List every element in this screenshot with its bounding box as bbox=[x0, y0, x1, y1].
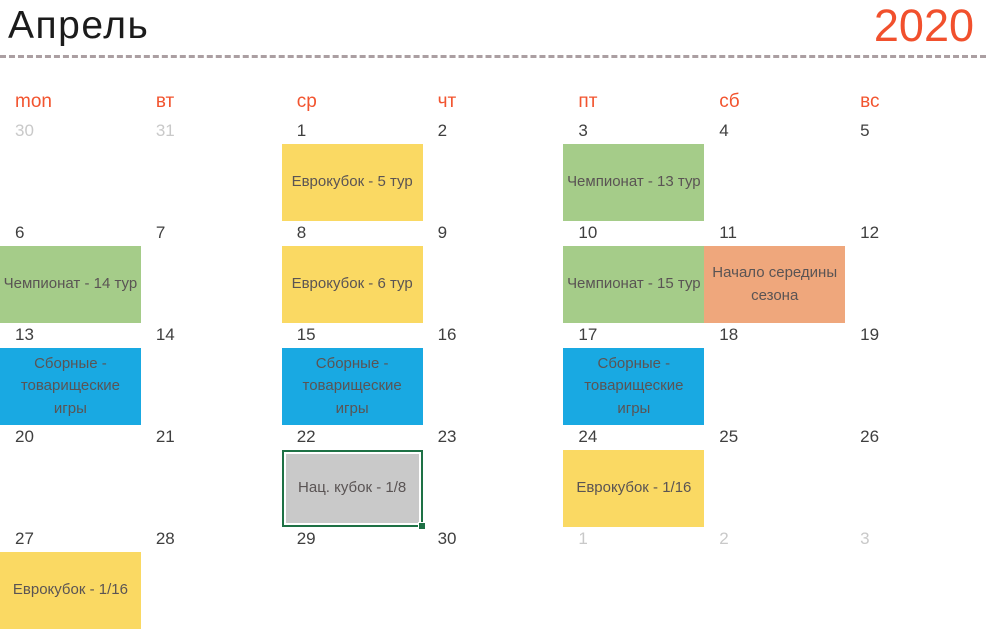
day-cell[interactable]: 17 Сборные - товарищеские игры bbox=[563, 325, 705, 427]
day-cell[interactable]: 27 Еврокубок - 1/16 bbox=[0, 529, 141, 631]
day-cell[interactable]: 10 Чемпионат - 15 тур bbox=[563, 223, 705, 325]
date-number: 29 bbox=[296, 529, 316, 548]
day-cell[interactable]: 25 bbox=[704, 427, 845, 529]
date-number: 25 bbox=[719, 427, 739, 446]
weekday-label-fri: пт bbox=[578, 91, 598, 112]
event-block[interactable]: Еврокубок - 1/16 bbox=[563, 450, 705, 527]
date-number: 6 bbox=[15, 223, 25, 242]
event-block[interactable]: Сборные - товарищеские игры bbox=[281, 348, 423, 425]
date-number: 24 bbox=[578, 427, 598, 446]
event-block[interactable]: Начало середины сезона bbox=[704, 246, 846, 323]
day-cell[interactable]: 28 bbox=[141, 529, 282, 631]
day-cell[interactable]: 5 bbox=[845, 121, 986, 223]
event-block-selected[interactable]: Нац. кубок - 1/8 bbox=[281, 450, 426, 530]
calendar-grid: 30 31 1 Еврокубок - 5 тур 2 3 Чемпионат … bbox=[0, 121, 986, 631]
year-label: 2020 bbox=[873, 0, 974, 51]
date-number: 7 bbox=[155, 223, 166, 242]
day-cell[interactable]: 3 Чемпионат - 13 тур bbox=[563, 121, 705, 223]
event-block[interactable]: Еврокубок - 6 тур bbox=[281, 246, 423, 323]
event-block[interactable]: Сборные - товарищеские игры bbox=[0, 348, 141, 425]
day-cell[interactable]: 1 Еврокубок - 5 тур bbox=[281, 121, 423, 223]
day-cell[interactable]: 1 bbox=[563, 529, 704, 631]
day-cell[interactable]: 9 bbox=[423, 223, 564, 325]
page-title: Апрель bbox=[8, 4, 150, 47]
day-cell[interactable]: 4 bbox=[704, 121, 845, 223]
date-number: 17 bbox=[578, 325, 598, 344]
event-block[interactable]: Еврокубок - 1/16 bbox=[0, 552, 141, 629]
day-cell[interactable]: 23 bbox=[423, 427, 564, 529]
event-block[interactable]: Чемпионат - 13 тур bbox=[563, 144, 705, 221]
day-cell[interactable]: 3 bbox=[845, 529, 986, 631]
day-cell[interactable]: 13 Сборные - товарищеские игры bbox=[0, 325, 141, 427]
day-cell[interactable]: 29 bbox=[282, 529, 423, 631]
day-cell[interactable]: 8 Еврокубок - 6 тур bbox=[281, 223, 423, 325]
day-cell[interactable]: 19 bbox=[845, 325, 986, 427]
day-cell[interactable]: 7 bbox=[141, 223, 282, 325]
day-cell[interactable]: 2 bbox=[704, 529, 845, 631]
weekday-label-sun: вс bbox=[860, 91, 880, 112]
event-block[interactable]: Чемпионат - 15 тур bbox=[563, 246, 705, 323]
date-number: 9 bbox=[437, 223, 448, 242]
date-number: 10 bbox=[578, 223, 598, 242]
day-cell[interactable]: 15 Сборные - товарищеские игры bbox=[281, 325, 423, 427]
date-number: 27 bbox=[15, 529, 34, 548]
date-number: 15 bbox=[296, 325, 316, 344]
day-cell[interactable]: 26 bbox=[845, 427, 986, 529]
date-number: 19 bbox=[860, 325, 880, 344]
day-cell[interactable]: 16 bbox=[423, 325, 564, 427]
date-number: 23 bbox=[437, 427, 457, 446]
date-number: 26 bbox=[860, 427, 880, 446]
date-number: 30 bbox=[437, 529, 457, 548]
date-number: 21 bbox=[155, 427, 175, 446]
day-cell[interactable]: 11 Начало середины сезона bbox=[704, 223, 846, 325]
day-cell[interactable]: 12 bbox=[845, 223, 986, 325]
day-cell[interactable]: 14 bbox=[141, 325, 282, 427]
date-number: 14 bbox=[155, 325, 175, 344]
day-cell[interactable]: 24 Еврокубок - 1/16 bbox=[563, 427, 705, 529]
day-cell[interactable]: 6 Чемпионат - 14 тур bbox=[0, 223, 141, 325]
date-number: 1 bbox=[578, 529, 588, 548]
weekday-header-row: mon вт ср чт пт сб вс bbox=[0, 91, 986, 113]
event-block[interactable]: Сборные - товарищеские игры bbox=[563, 348, 705, 425]
date-number: 20 bbox=[15, 427, 34, 446]
date-number: 3 bbox=[860, 529, 870, 548]
date-number: 1 bbox=[296, 121, 307, 140]
day-cell[interactable]: 20 bbox=[0, 427, 141, 529]
event-block[interactable]: Чемпионат - 14 тур bbox=[0, 246, 141, 323]
date-number: 31 bbox=[155, 121, 175, 140]
date-number: 30 bbox=[15, 121, 34, 140]
date-number: 12 bbox=[860, 223, 880, 242]
title-row: Апрель 2020 bbox=[0, 0, 986, 52]
day-cell[interactable]: 30 bbox=[423, 529, 564, 631]
weekday-label-wed: ср bbox=[296, 91, 317, 112]
date-number: 16 bbox=[437, 325, 457, 344]
date-number: 18 bbox=[719, 325, 739, 344]
dashed-divider bbox=[0, 55, 986, 58]
day-cell[interactable]: 21 bbox=[141, 427, 282, 529]
day-cell[interactable]: 2 bbox=[423, 121, 564, 223]
day-cell[interactable]: 30 bbox=[0, 121, 141, 223]
date-number: 13 bbox=[15, 325, 34, 344]
date-number: 8 bbox=[296, 223, 307, 242]
date-number: 11 bbox=[719, 223, 737, 242]
date-number: 2 bbox=[719, 529, 729, 548]
date-number: 2 bbox=[437, 121, 448, 140]
day-cell[interactable]: 31 bbox=[141, 121, 282, 223]
weekday-label-mon: mon bbox=[15, 91, 52, 112]
day-cell[interactable]: 18 bbox=[704, 325, 845, 427]
date-number: 22 bbox=[296, 427, 316, 446]
date-number: 28 bbox=[155, 529, 175, 548]
day-cell[interactable]: 22 Нац. кубок - 1/8 bbox=[281, 427, 426, 530]
event-block[interactable]: Еврокубок - 5 тур bbox=[281, 144, 423, 221]
weekday-label-tue: вт bbox=[155, 91, 175, 112]
weekday-label-sat: сб bbox=[719, 91, 740, 112]
date-number: 5 bbox=[860, 121, 870, 140]
date-number: 3 bbox=[578, 121, 588, 140]
weekday-label-thu: чт bbox=[437, 91, 457, 112]
date-number: 4 bbox=[719, 121, 729, 140]
